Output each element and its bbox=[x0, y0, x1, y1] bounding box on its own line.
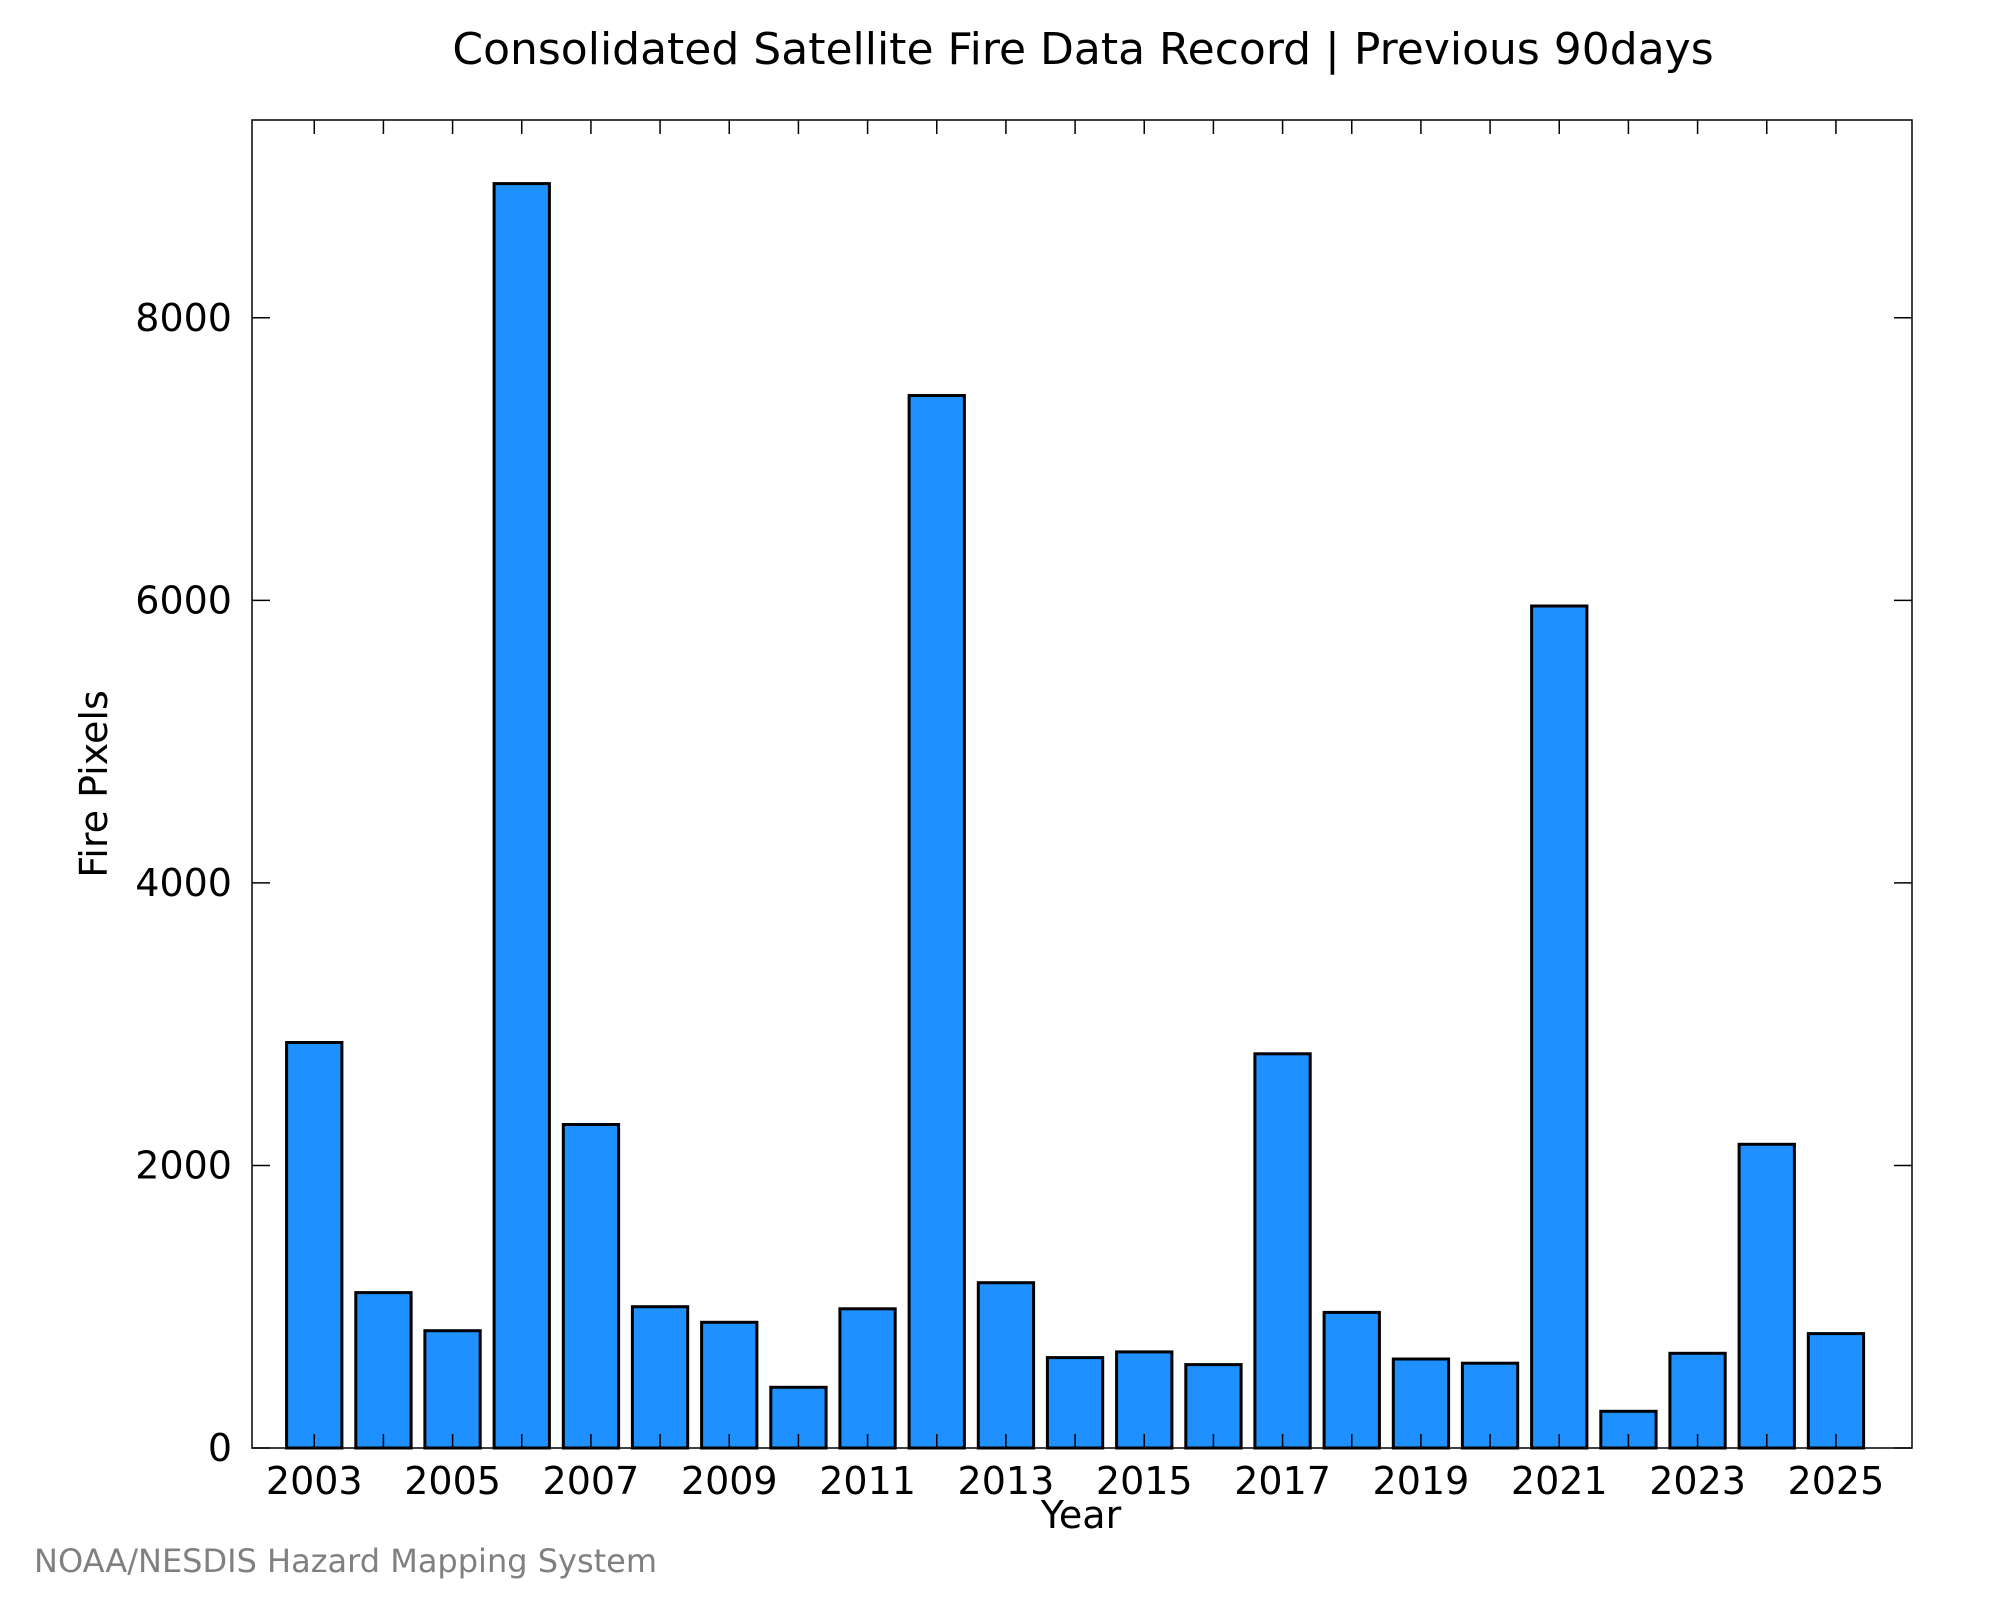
y-tick-label-4000: 4000 bbox=[135, 861, 232, 905]
bar-2023 bbox=[1668, 1351, 1727, 1450]
x-tick-label-2005: 2005 bbox=[404, 1459, 501, 1503]
bar-2021 bbox=[1530, 604, 1589, 1450]
bar-2007 bbox=[561, 1123, 621, 1450]
chart-title: Consolidated Satellite Fire Data Record … bbox=[452, 24, 1713, 75]
y-tick-label-0: 0 bbox=[208, 1426, 232, 1470]
x-tick-label-2021: 2021 bbox=[1511, 1459, 1608, 1503]
bar-2019 bbox=[1391, 1357, 1451, 1450]
bar-2003 bbox=[285, 1041, 344, 1450]
bar-2015 bbox=[1115, 1350, 1174, 1450]
bar-2009 bbox=[700, 1320, 759, 1450]
bar-2018 bbox=[1322, 1310, 1381, 1450]
x-tick-label-2023: 2023 bbox=[1649, 1459, 1746, 1503]
bar-2024 bbox=[1737, 1142, 1796, 1450]
x-tick-label-2009: 2009 bbox=[681, 1459, 778, 1503]
y-tick-label-2000: 2000 bbox=[135, 1143, 232, 1187]
ticks-layer: 2003 2005 2007 2009 2011 2013 2015 2017 2019 2021… bbox=[135, 120, 1912, 1503]
x-axis-label: Year bbox=[1040, 1493, 1122, 1537]
bar-2017 bbox=[1253, 1052, 1312, 1450]
y-tick-label-8000: 8000 bbox=[135, 296, 232, 340]
x-tick-label-2011: 2011 bbox=[819, 1459, 916, 1503]
bar-2004 bbox=[354, 1291, 413, 1450]
x-tick-label-2007: 2007 bbox=[543, 1459, 640, 1503]
bar-2012 bbox=[907, 394, 966, 1450]
bars-layer bbox=[285, 182, 1866, 1450]
bar-2008 bbox=[630, 1305, 690, 1450]
bar-2005 bbox=[423, 1329, 482, 1450]
bar-2006 bbox=[492, 182, 551, 1450]
bar-2025 bbox=[1806, 1332, 1866, 1450]
y-tick-label-6000: 6000 bbox=[135, 578, 232, 622]
x-tick-label-2019: 2019 bbox=[1373, 1459, 1470, 1503]
x-tick-label-2015: 2015 bbox=[1096, 1459, 1193, 1503]
plot-frame bbox=[251, 119, 1913, 1449]
x-tick-label-2013: 2013 bbox=[958, 1459, 1055, 1503]
y-axis-label: Fire Pixels bbox=[72, 690, 116, 878]
x-tick-label-2003: 2003 bbox=[266, 1459, 363, 1503]
x-tick-label-2025: 2025 bbox=[1788, 1459, 1885, 1503]
x-tick-label-2017: 2017 bbox=[1234, 1459, 1331, 1503]
bar-2011 bbox=[838, 1307, 897, 1450]
source-credit: NOAA/NESDIS Hazard Mapping System bbox=[34, 1542, 657, 1580]
bar-2013 bbox=[976, 1281, 1036, 1450]
